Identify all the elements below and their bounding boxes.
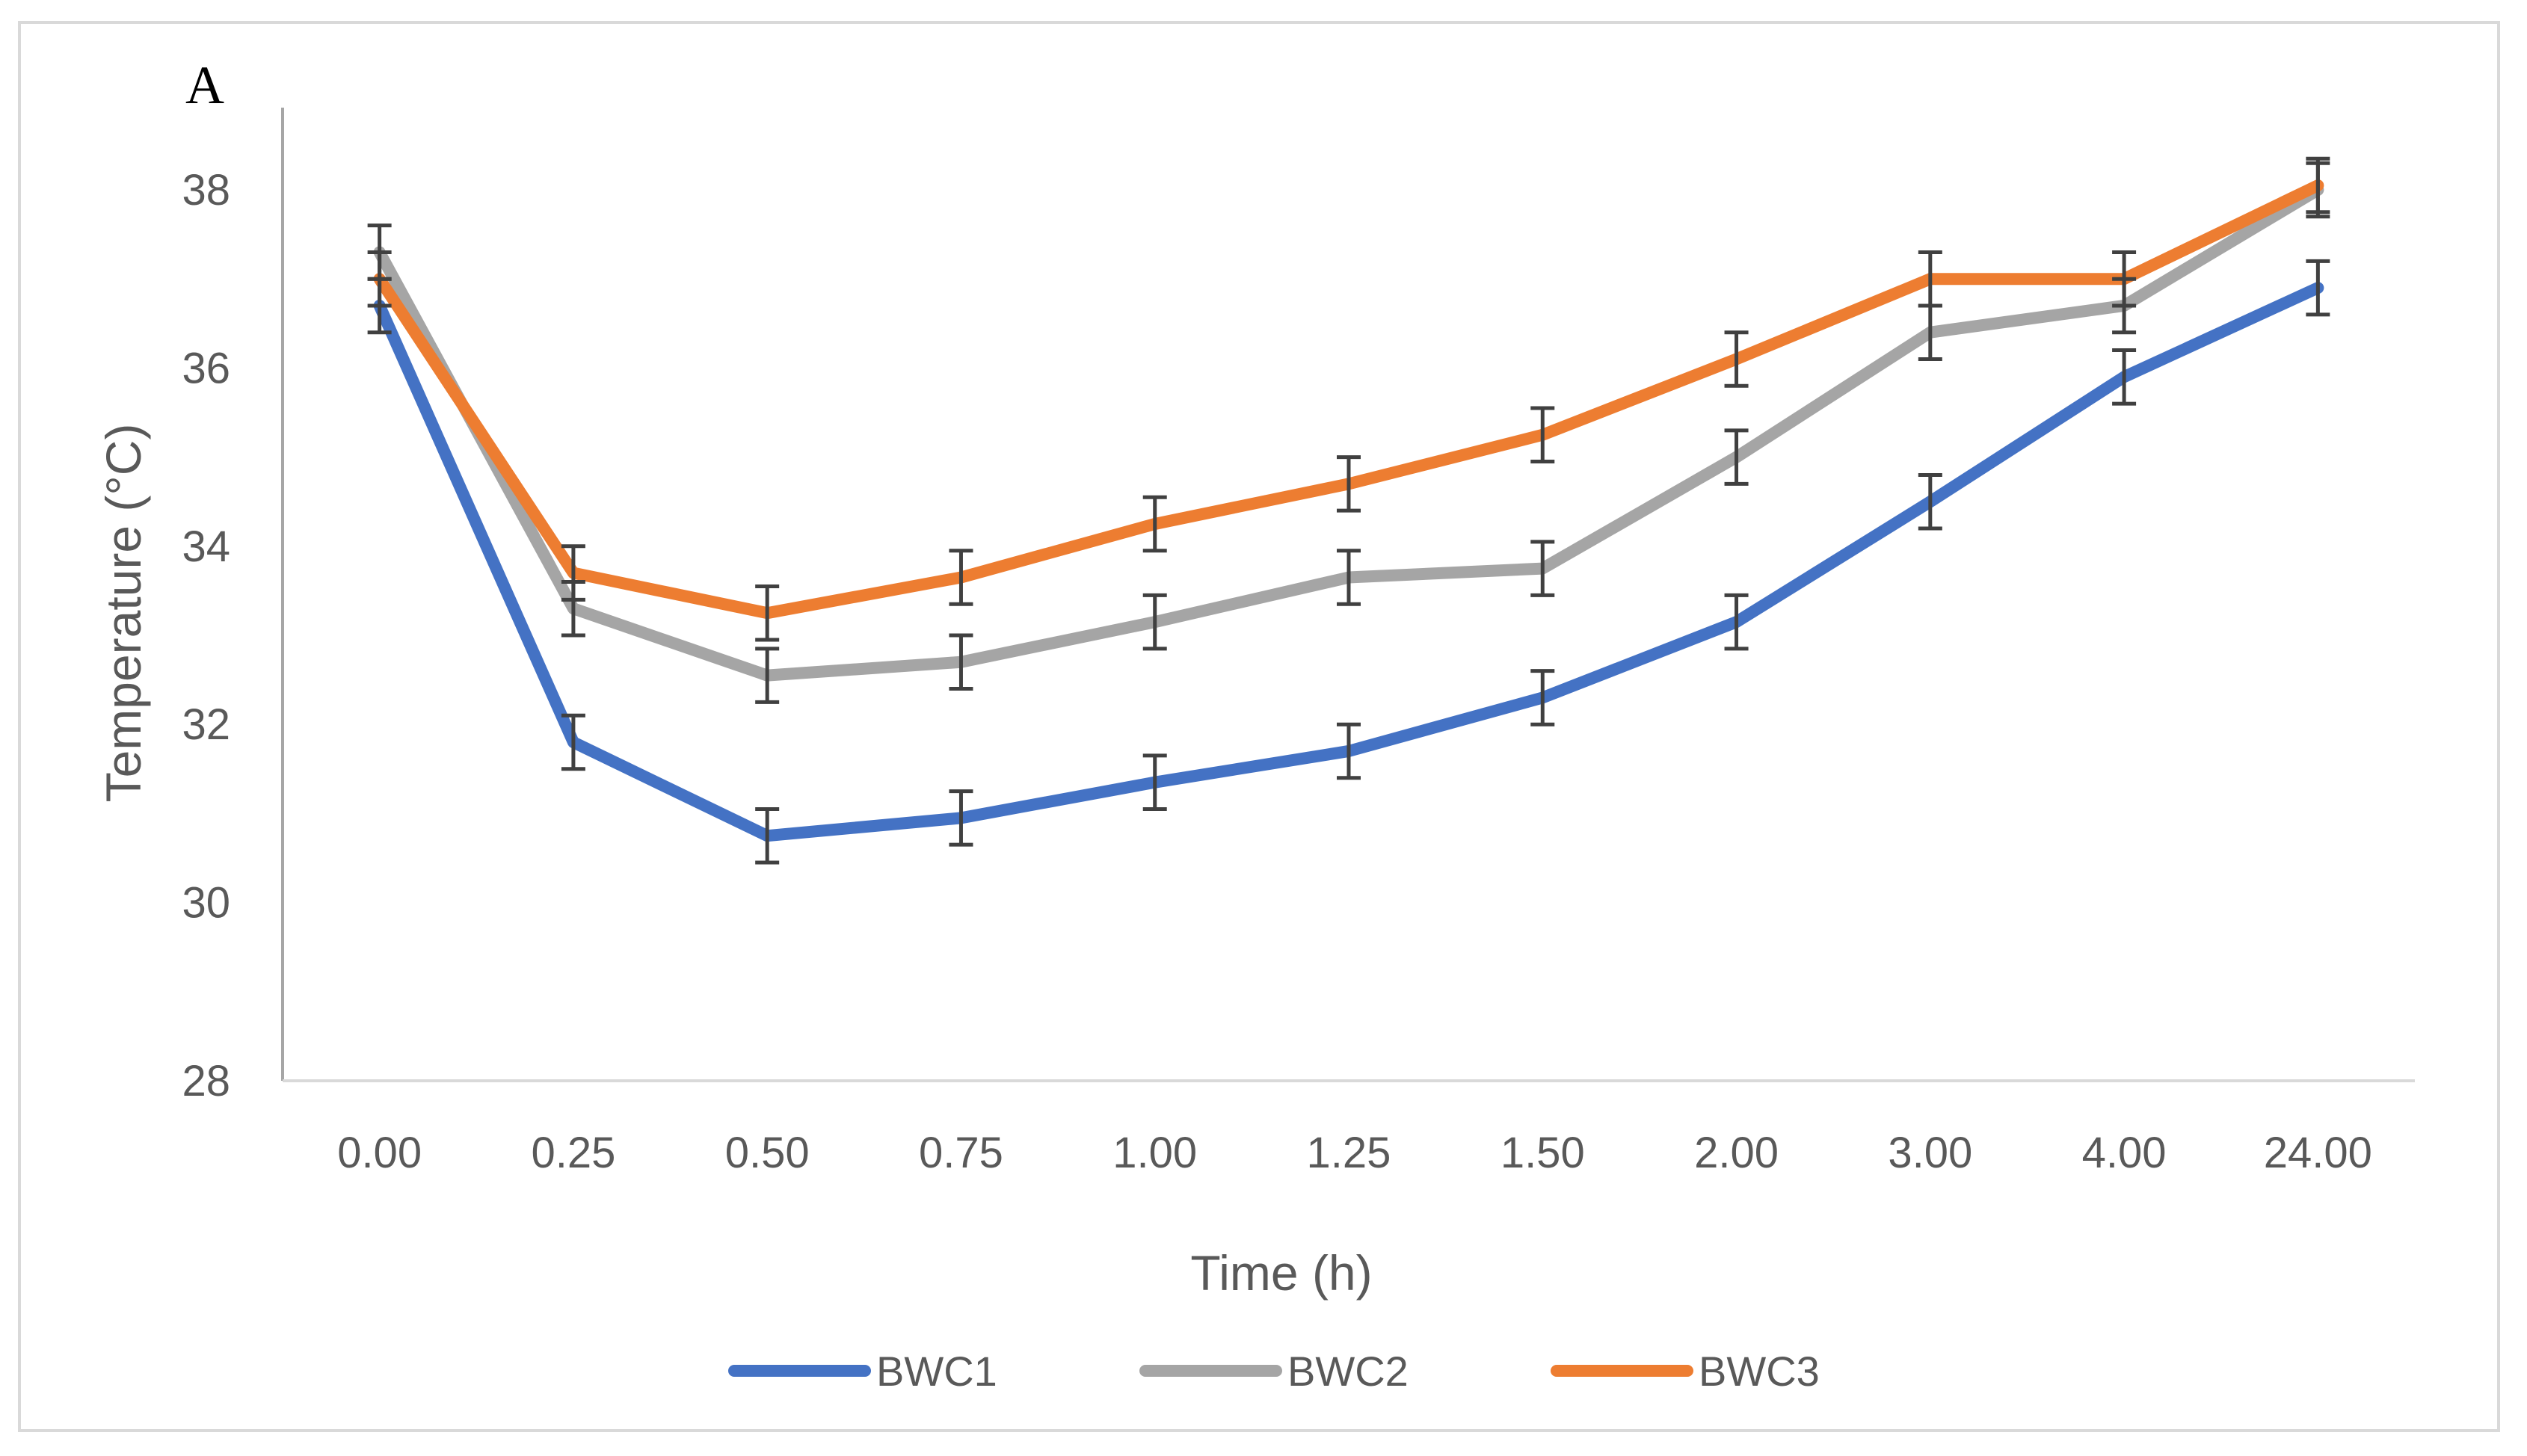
error-bar [949, 633, 973, 691]
error-bar [2112, 250, 2137, 308]
x-axis: 0.00 0.25 0.50 0.75 1.00 1.25 1.50 2.00 3.00 4.00… [283, 1079, 2415, 1177]
error-bar [755, 806, 780, 865]
y-tick-label: 38 [182, 166, 230, 215]
error-bar [1337, 455, 1361, 513]
legend-label: BWC2 [1287, 1348, 1409, 1395]
error-bar [367, 250, 392, 308]
y-tick-label: 28 [182, 1057, 230, 1105]
error-bar [1337, 549, 1361, 606]
error-bar [2306, 156, 2330, 215]
error-bar [1142, 753, 1167, 811]
error-bar [1337, 722, 1361, 780]
legend-item-bwc2: BWC2 [1139, 1348, 1409, 1395]
x-tick-label: 1.50 [1500, 1129, 1585, 1177]
error-bar [561, 713, 585, 771]
x-tick-label: 24.00 [2264, 1129, 2372, 1177]
x-tick-label: 0.75 [919, 1129, 1003, 1177]
y-tick-label: 32 [182, 700, 230, 749]
x-tick-label: 0.50 [725, 1129, 810, 1177]
error-bar [2112, 348, 2137, 406]
y-axis-title: Temperature (°C) [96, 424, 151, 803]
panel-label: A [185, 55, 224, 115]
error-bar [1724, 593, 1749, 651]
legend-label: BWC1 [876, 1348, 997, 1395]
y-tick-label: 34 [182, 522, 230, 571]
x-tick-label: 0.25 [531, 1129, 615, 1177]
error-bar [755, 647, 780, 704]
error-bar [1530, 406, 1555, 464]
y-tick-label: 36 [182, 344, 230, 392]
error-bar [949, 789, 973, 847]
x-axis-title: Time (h) [1190, 1245, 1372, 1301]
legend-label: BWC3 [1699, 1348, 1820, 1395]
error-bar [1724, 428, 1749, 486]
legend-item-bwc1: BWC1 [728, 1348, 997, 1395]
x-tick-label: 0.00 [337, 1129, 422, 1177]
error-bar [561, 544, 585, 602]
error-bar [1530, 540, 1555, 597]
x-tick-label: 4.00 [2082, 1129, 2167, 1177]
error-bar [1724, 330, 1749, 388]
error-bar [1142, 495, 1167, 553]
x-tick-label: 3.00 [1888, 1129, 1972, 1177]
error-bar [2306, 259, 2330, 317]
error-bar [1918, 250, 1942, 308]
x-tick-label: 1.00 [1112, 1129, 1197, 1177]
legend: BWC1 BWC2 BWC3 [728, 1348, 1820, 1395]
y-tick-label: 30 [182, 879, 230, 928]
x-tick-label: 1.25 [1307, 1129, 1391, 1177]
errorbar-layer [367, 156, 2330, 865]
error-bar [1918, 472, 1942, 531]
error-bar [1530, 669, 1555, 727]
y-axis: 28 30 32 34 36 38 [182, 108, 284, 1105]
error-bar [949, 549, 973, 606]
x-tick-label: 2.00 [1694, 1129, 1779, 1177]
legend-item-bwc3: BWC3 [1551, 1348, 1820, 1395]
error-bar [1142, 593, 1167, 651]
error-bar [755, 584, 780, 642]
chart-frame [18, 21, 2500, 1432]
